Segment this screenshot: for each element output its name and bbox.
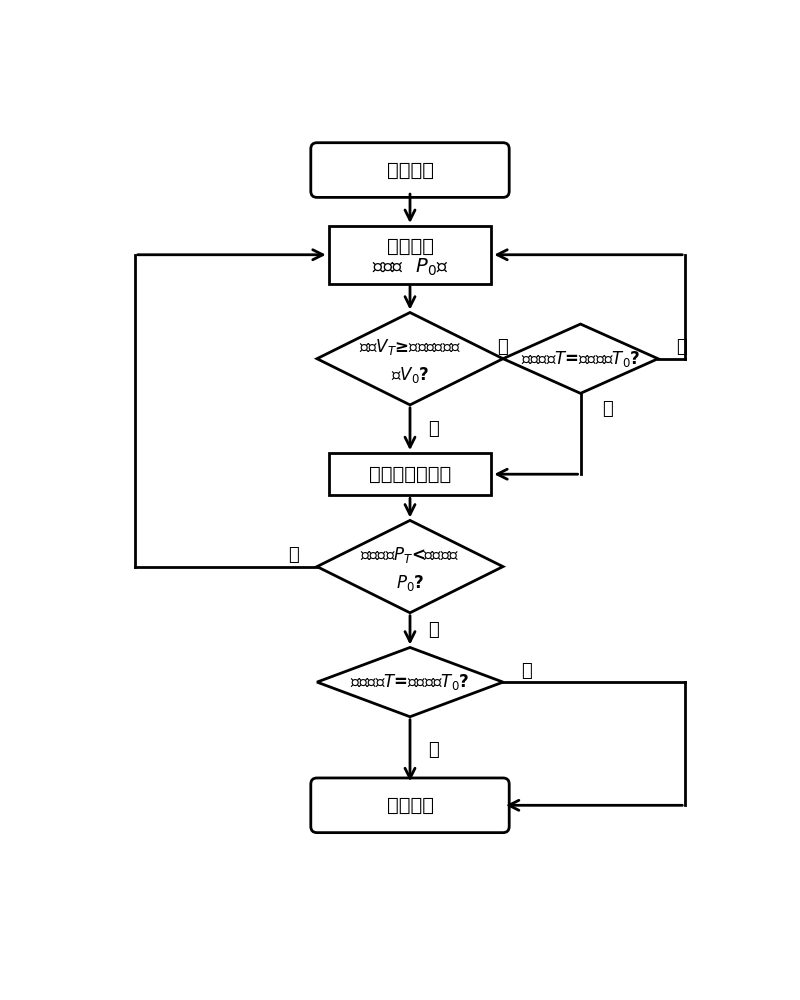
Bar <box>329 226 491 284</box>
Text: 値$V_0$?: 値$V_0$? <box>390 365 430 385</box>
Text: （恒压  $P_0$）: （恒压 $P_0$） <box>372 257 448 278</box>
Polygon shape <box>503 324 658 393</box>
Polygon shape <box>317 647 503 717</box>
Text: 是: 是 <box>428 741 438 759</box>
Text: 是: 是 <box>602 400 613 418</box>
Text: 压力控制: 压力控制 <box>386 237 434 256</box>
Text: $P_0$?: $P_0$? <box>396 573 424 593</box>
Text: 容量$V_T$≥设定切换容量: 容量$V_T$≥设定切换容量 <box>359 337 461 357</box>
Text: 呼吸触发: 呼吸触发 <box>386 161 434 180</box>
FancyBboxPatch shape <box>310 778 509 833</box>
Text: 实时压力$P_T$<设定压力: 实时压力$P_T$<设定压力 <box>360 545 460 565</box>
Text: 否: 否 <box>521 662 532 680</box>
Text: 否: 否 <box>428 621 438 639</box>
Text: 实时时间$T$=吸气时间$T_0$?: 实时时间$T$=吸气时间$T_0$? <box>350 672 470 692</box>
Text: 是: 是 <box>428 420 438 438</box>
Text: 否: 否 <box>676 338 686 356</box>
Text: 否: 否 <box>498 338 508 356</box>
Text: 切换到容量控制: 切换到容量控制 <box>369 465 451 484</box>
Text: 是: 是 <box>288 546 299 564</box>
Bar <box>329 453 491 495</box>
Text: 实时时间$T$=吸气时间$T_0$?: 实时时间$T$=吸气时间$T_0$? <box>521 349 640 369</box>
FancyBboxPatch shape <box>310 143 509 197</box>
Text: 结束通气: 结束通气 <box>386 796 434 815</box>
Polygon shape <box>317 312 503 405</box>
Polygon shape <box>317 520 503 613</box>
